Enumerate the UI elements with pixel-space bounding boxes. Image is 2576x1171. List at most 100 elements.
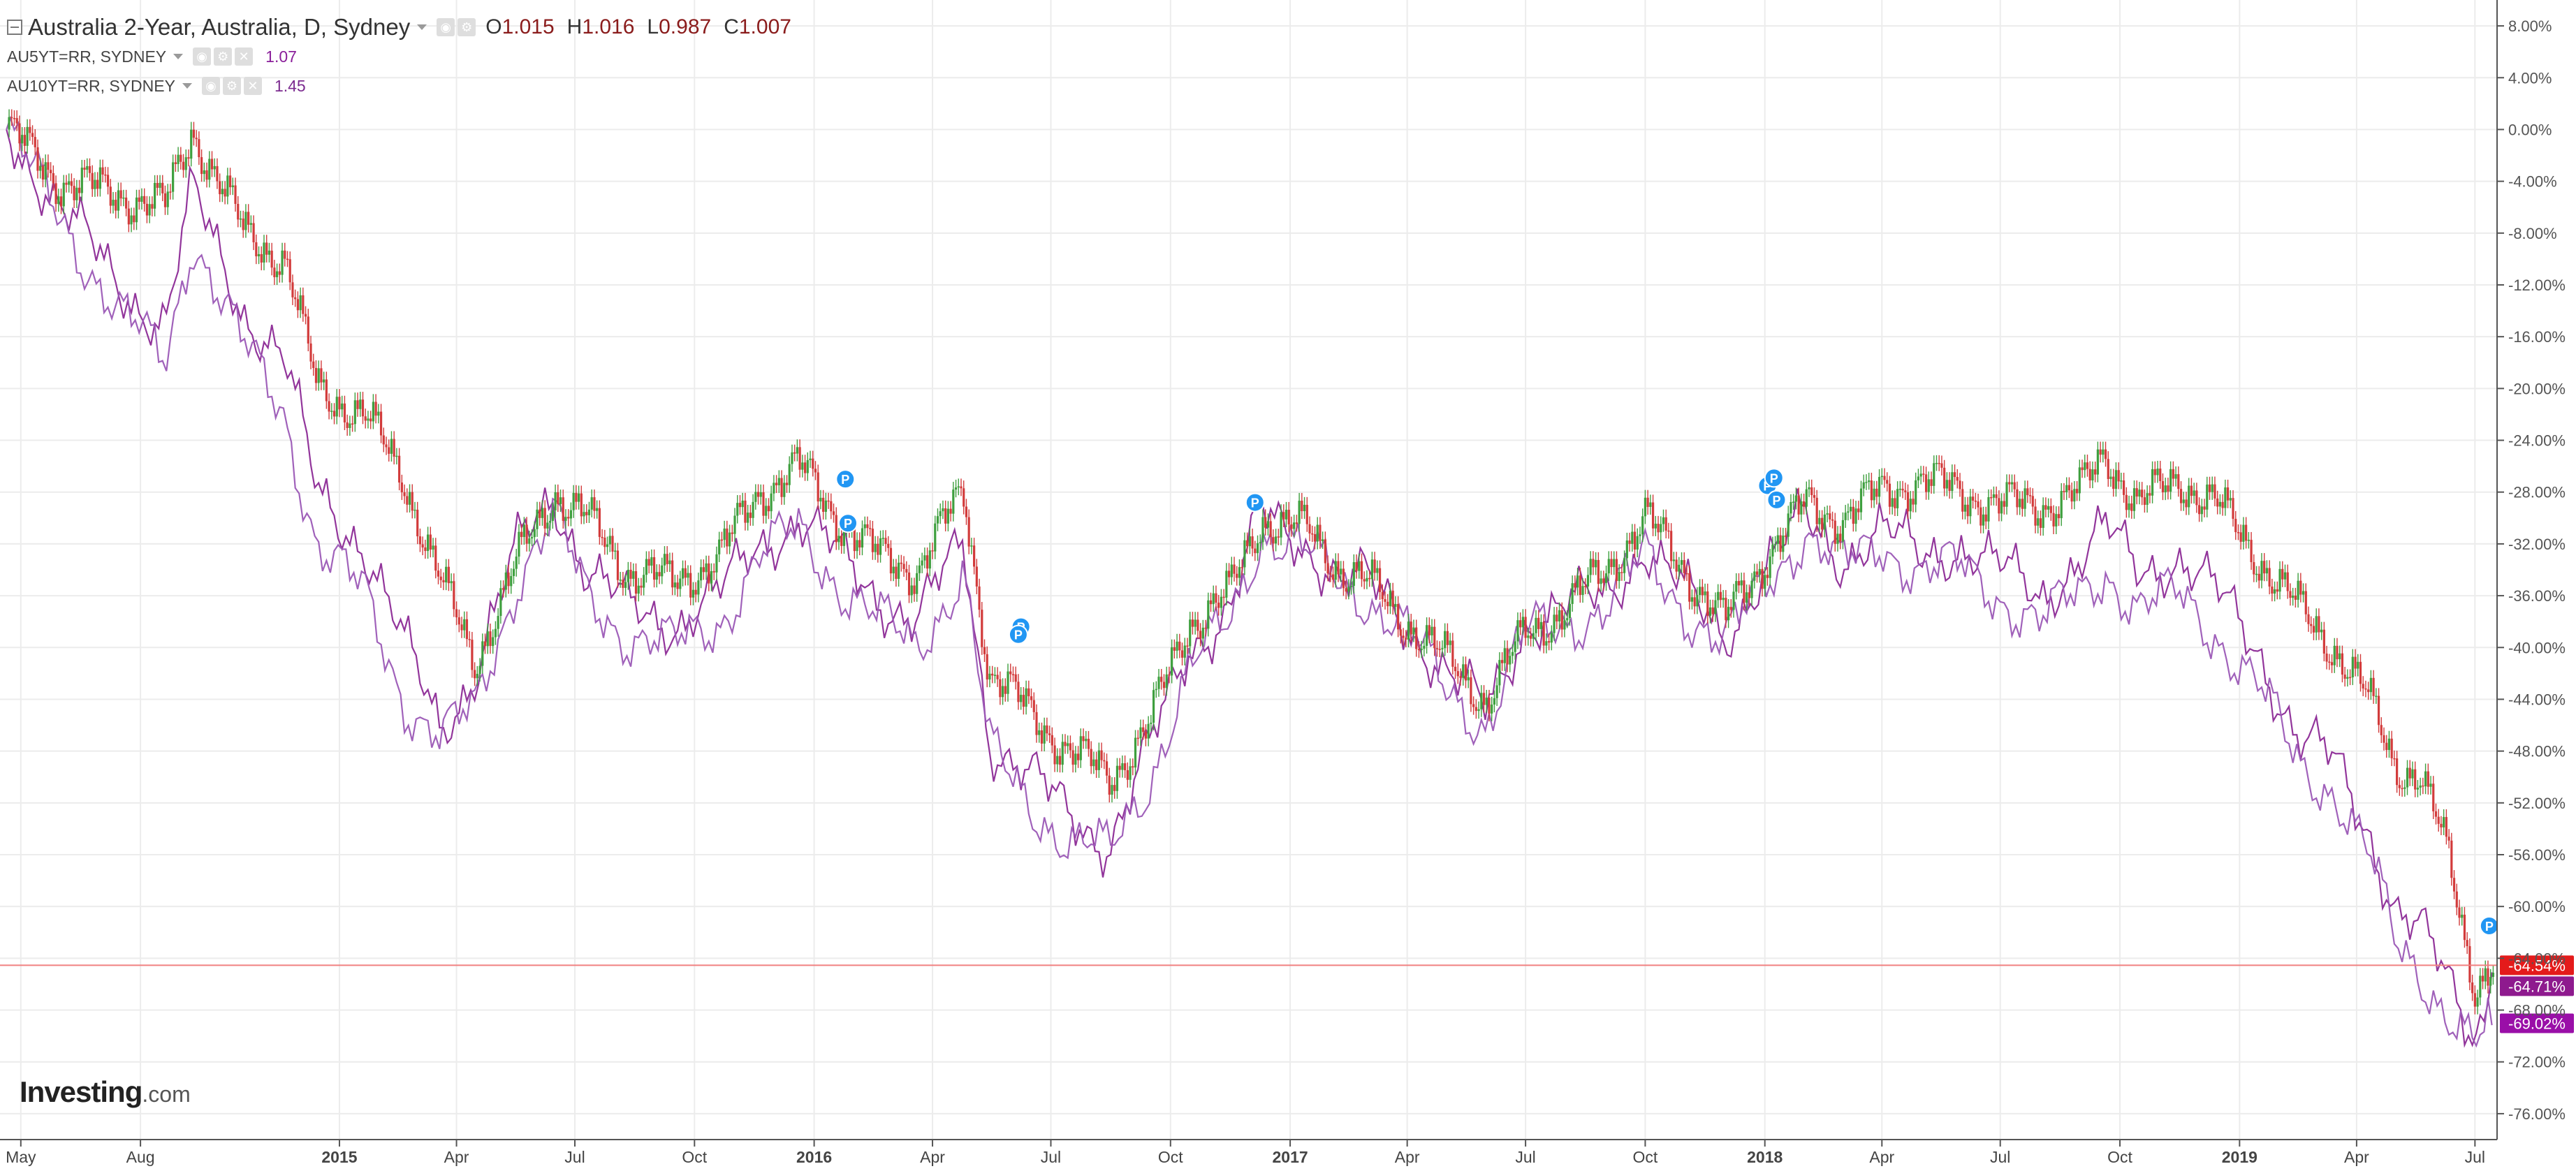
candle-body — [1852, 506, 1854, 524]
candle-body — [2359, 661, 2362, 684]
candle-body — [476, 674, 478, 679]
y-tick-label: -8.00% — [2508, 225, 2557, 242]
candle-body — [2042, 505, 2044, 529]
chevron-down-icon[interactable] — [173, 54, 184, 59]
candle-body — [2411, 769, 2414, 779]
candle-body — [1878, 477, 1881, 497]
chevron-down-icon[interactable] — [182, 83, 192, 89]
eye-icon[interactable]: ◉ — [193, 47, 212, 66]
series-layer — [6, 109, 2495, 1048]
candle-body — [1839, 533, 1842, 542]
gear-icon[interactable]: ⚙ — [458, 18, 476, 36]
candle-body — [1680, 560, 1683, 565]
candle-body — [1618, 572, 1620, 582]
candle-body — [1563, 620, 1566, 630]
candle-body — [788, 464, 791, 485]
candle-body — [314, 368, 318, 383]
candle-body — [1108, 775, 1111, 795]
candle-body — [1498, 660, 1501, 686]
candle-body — [335, 397, 338, 417]
candle-body — [1425, 625, 1428, 646]
eye-icon[interactable]: ◉ — [201, 77, 220, 95]
candle-body — [907, 572, 911, 596]
candle-body — [1854, 508, 1857, 524]
candle-body — [546, 522, 549, 529]
candle-body — [1690, 597, 1694, 602]
close-icon[interactable]: ✕ — [243, 77, 262, 95]
chevron-down-icon[interactable] — [417, 24, 427, 30]
candle-body — [1407, 621, 1410, 640]
candle-body — [2330, 662, 2334, 665]
candle-body — [931, 550, 934, 552]
candle-body — [1009, 671, 1012, 675]
candle-body — [213, 165, 216, 170]
candle-body — [634, 570, 638, 594]
candle-body — [925, 555, 929, 569]
pivot-marker-dot — [1245, 492, 1265, 513]
candle-body — [643, 575, 645, 588]
candle-body — [520, 531, 523, 538]
candle-body — [468, 639, 471, 640]
collapse-legend-button[interactable] — [7, 20, 22, 35]
candle-body — [117, 190, 120, 211]
candle-body — [1693, 597, 1696, 607]
candle-body — [601, 536, 603, 538]
candle-body — [332, 411, 336, 417]
main-series-buttons: ◉ ⚙ — [437, 18, 476, 36]
candle-body — [1592, 559, 1595, 568]
candle-body — [177, 154, 180, 164]
candle-body — [2182, 499, 2185, 503]
candle-body — [148, 204, 151, 216]
candle-body — [1129, 766, 1132, 780]
candle-body — [1906, 492, 1910, 512]
candle-body — [2010, 482, 2014, 485]
candle-body — [1940, 463, 1943, 468]
au10yt-series-name[interactable]: AU10YT=RR, SYDNEY — [7, 76, 175, 95]
y-tick-label: -72.00% — [2508, 1054, 2566, 1071]
candle-body — [965, 506, 968, 517]
candle-body — [349, 423, 351, 428]
candle-body — [2437, 816, 2440, 824]
gear-icon[interactable]: ⚙ — [222, 77, 241, 95]
candle-body — [2156, 469, 2159, 476]
eye-icon[interactable]: ◉ — [437, 18, 455, 36]
candle-body — [400, 482, 403, 492]
candle-body — [1574, 583, 1576, 588]
candle-body — [822, 497, 825, 512]
candle-body — [159, 182, 161, 189]
overlay-layer: PPPPPPPPP-64.54%-64.71%-69.02% — [0, 468, 2574, 1033]
gear-icon[interactable]: ⚙ — [214, 47, 233, 66]
main-series-title[interactable]: Australia 2-Year, Australia, D, Sydney — [28, 14, 411, 40]
candle-body — [2088, 469, 2091, 481]
candle-body — [1896, 489, 1899, 508]
candle-body — [1272, 537, 1275, 544]
candle-body — [2271, 587, 2274, 594]
candle-body — [928, 550, 931, 569]
y-tick-label: -28.00% — [2508, 484, 2566, 501]
candle-body — [1995, 494, 1998, 499]
candle-body — [2383, 735, 2385, 743]
candle-body — [1217, 603, 1220, 608]
candle-body — [382, 435, 385, 445]
candle-body — [1979, 507, 1982, 526]
candle-body — [343, 403, 346, 422]
au5yt-series-name[interactable]: AU5YT=RR, SYDNEY — [7, 47, 167, 66]
candle-body — [489, 631, 492, 647]
candle-body — [2172, 469, 2174, 479]
candle-body — [2135, 488, 2138, 497]
candle-body — [2286, 572, 2289, 591]
candle-body — [1719, 591, 1722, 601]
candle-body — [88, 165, 92, 173]
candle-body — [1389, 590, 1392, 607]
legend-series-row-au5yt: AU5YT=RR, SYDNEY ◉ ⚙ ✕ 1.07 — [7, 42, 804, 71]
candle-body — [726, 528, 729, 547]
candle-body — [1417, 649, 1421, 651]
close-icon[interactable]: ✕ — [235, 47, 254, 66]
candle-body — [1027, 688, 1030, 697]
candle-body — [1792, 501, 1795, 503]
candle-body — [1168, 674, 1171, 676]
candle-body — [153, 182, 156, 209]
candle-body — [2211, 484, 2213, 492]
